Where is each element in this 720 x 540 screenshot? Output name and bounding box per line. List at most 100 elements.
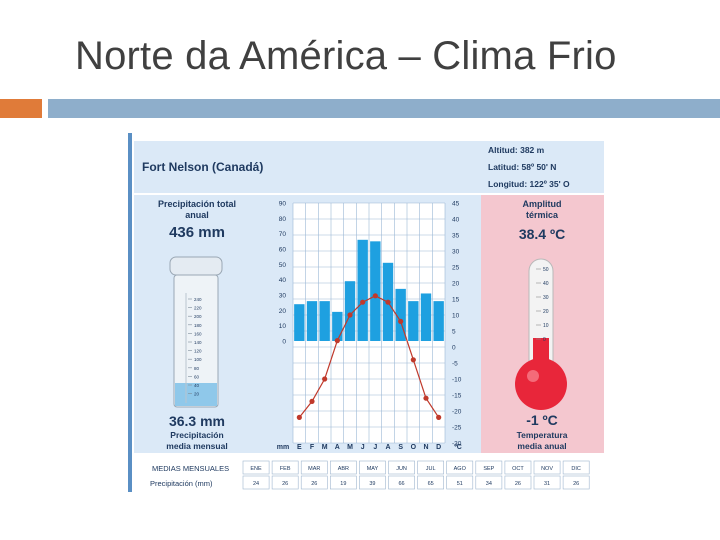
thermometer-ticks: 50 40 30 20 10 0 xyxy=(536,267,549,343)
table-month-cell xyxy=(475,460,503,475)
right-tick-label: -30 xyxy=(452,441,462,448)
table-month-label: MAY xyxy=(367,466,379,472)
right-tick-label: 0 xyxy=(452,345,456,352)
table-value-cell xyxy=(330,475,357,490)
gauge-tick-label: 140 xyxy=(194,340,202,345)
table-value-cell xyxy=(417,475,445,490)
precip-title-1: Precipitación total xyxy=(158,199,236,209)
chart-grid xyxy=(292,202,446,444)
temp-mean-label-1: Temperatura xyxy=(517,430,568,440)
temp-mean: -1 ºC xyxy=(526,412,558,428)
right-tick-label: 20 xyxy=(452,281,460,288)
thermo-tick-label: 0 xyxy=(543,337,546,343)
temperature-line xyxy=(296,293,442,420)
left-tick-label: 80 xyxy=(279,216,287,223)
precip-mean: 36.3 mm xyxy=(169,413,225,429)
precip-bar xyxy=(433,301,444,341)
table-month-label: JUL xyxy=(426,466,436,472)
table-month-label: NOV xyxy=(541,466,553,472)
table-month-label: SEP xyxy=(483,466,494,472)
precip-bar xyxy=(408,301,419,341)
left-tick-label: 70 xyxy=(279,231,287,238)
table-value-cell xyxy=(562,475,590,490)
temperature-point xyxy=(296,414,302,420)
table-month-cell xyxy=(300,460,328,475)
left-tick-label: 60 xyxy=(279,247,287,254)
gauge-tick-label: 220 xyxy=(194,306,202,311)
gauge-tick-label: 160 xyxy=(194,331,202,336)
month-label: F xyxy=(310,444,315,451)
table-value-label: 34 xyxy=(486,481,492,487)
table-month-label: ABR xyxy=(338,466,349,472)
table-value-label: 65 xyxy=(428,481,434,487)
table-month-label: OCT xyxy=(512,466,524,472)
table-month-cell xyxy=(388,460,415,475)
right-tick-label: -15 xyxy=(452,393,462,400)
station-altitude: Altitud: 382 m xyxy=(488,145,545,155)
left-tick-label: 10 xyxy=(279,323,287,330)
temperature-point xyxy=(372,293,378,299)
temperature-point xyxy=(347,312,353,318)
gauge-tick-label: 180 xyxy=(194,323,202,328)
gauge-tick-label: 240 xyxy=(194,297,202,302)
table-value-cell xyxy=(359,475,386,490)
table-month-cell xyxy=(446,460,474,475)
rain-gauge-icon xyxy=(169,256,223,408)
left-tick-label: 50 xyxy=(279,262,287,269)
table-value-cell xyxy=(300,475,328,490)
table-value-label: 24 xyxy=(253,481,259,487)
month-label: E xyxy=(297,444,302,451)
temp-title-2: térmica xyxy=(526,210,559,220)
month-label: J xyxy=(373,444,377,451)
right-tick-label: 30 xyxy=(452,249,460,256)
left-tick-label: 20 xyxy=(279,308,287,315)
table-month-cell xyxy=(417,460,445,475)
station-name: Fort Nelson (Canadá) xyxy=(142,160,263,174)
table-month-cell xyxy=(271,460,299,475)
climate-chart-svg: Fort Nelson (Canadá) Altitud: 382 m Lati… xyxy=(134,141,604,492)
rain-gauge-ticks: 240 220 200 180 160 140 120 100 80 60 40 20 xyxy=(188,297,202,397)
table-month-label: AGO xyxy=(454,466,467,472)
climate-chart-figure: Fort Nelson (Canadá) Altitud: 382 m Lati… xyxy=(128,133,612,492)
table-value-label: 51 xyxy=(457,481,463,487)
left-tick-label: 90 xyxy=(279,201,287,208)
right-tick-label: 35 xyxy=(452,233,460,240)
precip-mean-label-1: Precipitación xyxy=(170,430,223,440)
right-tick-label: 5 xyxy=(452,329,456,336)
table-month-cell xyxy=(359,460,386,475)
thermo-tick-label: 10 xyxy=(543,323,549,329)
temperature-point xyxy=(309,398,315,404)
gauge-tick-label: 120 xyxy=(194,349,202,354)
right-tick-label: 25 xyxy=(452,265,460,272)
table-value-label: 31 xyxy=(544,481,550,487)
month-label: N xyxy=(423,444,428,451)
thermo-tick-label: 30 xyxy=(543,295,549,301)
precip-bar xyxy=(294,304,305,341)
table-value-label: 26 xyxy=(515,481,521,487)
right-tick-label: 45 xyxy=(452,201,460,208)
table-month-label: ENE xyxy=(250,466,262,472)
table-month-cell xyxy=(533,460,561,475)
table-value-label: 66 xyxy=(398,481,404,487)
right-tick-label: -25 xyxy=(452,425,462,432)
gauge-tick-label: 40 xyxy=(194,383,200,388)
left-tick-label: 30 xyxy=(279,293,287,300)
table-month-label: JUN xyxy=(396,466,407,472)
gauge-tick-label: 200 xyxy=(194,314,202,319)
table-row-label: MEDIAS MENSUALES xyxy=(152,464,229,473)
table-value-cell xyxy=(475,475,503,490)
table-month-cell xyxy=(330,460,357,475)
temperature-point xyxy=(334,338,340,344)
precip-bar xyxy=(370,241,381,341)
gauge-tick-label: 20 xyxy=(194,392,200,397)
thermo-tick-label: 20 xyxy=(543,309,549,315)
temperature-point xyxy=(436,414,442,420)
table-value-cell xyxy=(504,475,532,490)
header-panel xyxy=(134,141,604,193)
month-label: J xyxy=(361,444,365,451)
month-label: S xyxy=(398,444,403,451)
station-latitude: Latitud: 58º 50' N xyxy=(488,162,556,172)
figure-frame-left xyxy=(128,133,132,492)
temperature-point xyxy=(398,318,404,324)
